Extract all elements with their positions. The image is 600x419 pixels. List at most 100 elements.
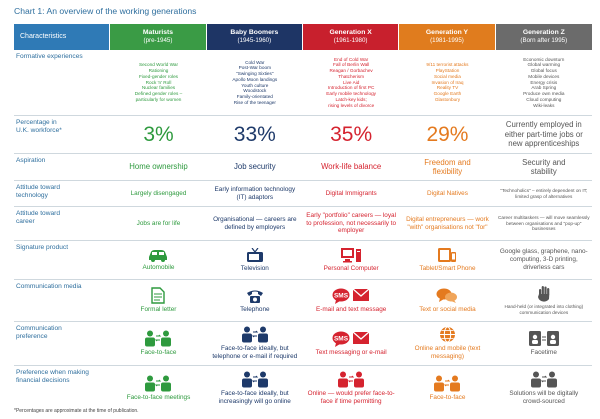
text-line: particularly for women [135,96,182,102]
text-line: Preference when making [16,369,89,376]
media-generation-z-label: Hand-held (or integrated into clothing) … [504,304,584,315]
row-signature-product: Signature product Automobile Television … [14,241,592,280]
label-career: Attitude toward career [14,207,110,240]
header-generation-y: Generation Y (1981-1995) [399,24,496,50]
text-line: Percentage in [16,119,57,126]
people-icon [241,326,268,343]
comm-pref-baby-boomers: Face-to-face ideally, but telephone or e… [207,322,303,365]
comm-pref-generation-x: SMS Text messaging or e-mail [303,322,399,365]
header-generation-z: Generation Z (Born after 1995) [495,24,592,50]
financial-generation-x-label: Online — would prefer face-to-face if ti… [307,390,395,405]
text-line: Google Earth [433,91,462,97]
facetime-icon [528,331,559,347]
financial-generation-z: Solutions will be digitally crowd-source… [496,366,592,411]
aspiration-generation-z: Security and stability [522,157,566,176]
row-communication-preference: Communication preference Face-to-face Fac… [14,322,592,366]
text-line: Youth culture [241,82,269,88]
people-icon [434,375,461,392]
technology-maturists: Largely disengaged [130,189,187,197]
product-generation-z: Google glass, graphene, nano-computing, … [499,248,588,271]
text-line: Apollo Moon landings [232,76,278,82]
text-line: Early mobile technology [326,91,377,97]
table-header: Characteristics Maturists (pre-1945) Baby… [14,24,592,50]
people-icon [338,371,365,388]
label-financial-decisions: Preference when making financial decision… [14,366,110,411]
media-maturists-label: Formal letter [140,306,177,314]
text-line: Social media [434,73,461,79]
comm-pref-maturists: Face-to-face [110,322,206,365]
label-percentage: Percentage in U.K. workforce* [14,116,110,153]
text-line: Glastonbury [434,96,461,102]
generations-table: Characteristics Maturists (pre-1945) Baby… [14,24,592,411]
text-line: Nuclear families [141,85,176,91]
footnote: *Percentages are approximate at the time… [14,408,139,414]
comm-pref-generation-x-label: Text messaging or e-mail [315,349,387,357]
text-line: Reality TV [436,85,459,91]
text-line: Cold War [245,59,265,65]
label-communication-media: Communication media [16,283,82,290]
header-generation-x: Generation X (1961-1980) [302,24,400,50]
chat-icon [436,288,458,304]
text-line: PlayStation [435,68,460,74]
text-line: Global focus [530,68,557,74]
media-generation-y: Text or social media [399,280,495,321]
row-formative-experiences: Formative experiences Second World War Ra… [14,50,592,116]
percentage-generation-y: 29% [426,122,469,146]
formative-generation-x: End of Cold War Fall of Berlin Wall Reagan… [303,50,399,115]
svg-text:SMS: SMS [334,293,349,300]
text-line: 9/11 terrorist attacks [426,62,469,68]
comm-pref-baby-boomers-label: Face-to-face ideally, but telephone or e… [212,345,298,360]
text-line: Fixed-gender roles [138,73,179,79]
comm-pref-generation-y: Online and mobile (text messaging) [399,322,495,365]
career-generation-x: Early "portfolio" careers — loyal to pro… [306,211,397,235]
product-maturists-label: Automobile [142,264,175,272]
financial-generation-z-label: Solutions will be digitally crowd-source… [509,390,579,405]
row-financial-decisions: Preference when making financial decision… [14,366,592,411]
product-baby-boomers-label: Television [240,264,269,272]
financial-generation-y-label: Face-to-face [429,394,466,402]
percentage-generation-x: 35% [330,122,373,146]
letter-icon [151,287,166,304]
financial-maturists: Face-to-face meetings [110,366,206,411]
product-generation-y: Tablet/Smart Phone [399,241,495,279]
formative-maturists: Second World War Rationing Fixed-gender ro… [110,50,206,115]
formative-generation-y: 9/11 terrorist attacks PlayStation Social … [399,50,495,115]
product-maturists: Automobile [110,241,206,279]
aspiration-baby-boomers: Job security [234,162,276,172]
comm-pref-generation-z: Facetime [496,322,592,365]
text-line: Attitude toward [16,184,60,191]
percentage-baby-boomers: 33% [233,122,276,146]
text-line: career [16,218,35,226]
text-line: Cloud computing [526,96,562,102]
aspiration-maturists: Home ownership [129,162,188,172]
media-generation-x-label: E-mail and text message [315,306,387,314]
label-signature-product: Signature product [16,244,69,251]
label-formative-experiences: Formative experiences [16,53,83,60]
technology-generation-z: "Technoholics" – entirely dependent on I… [500,187,588,199]
career-generation-z: Career multitaskers — will move seamless… [497,214,590,232]
globe-icon [439,326,455,343]
media-maturists: Formal letter [110,280,206,321]
text-line: financial decisions [16,377,70,385]
text-line: Communication [16,325,62,332]
text-line: Thatcherism [338,73,365,79]
people-icon [241,371,268,388]
comm-pref-generation-y-label: Online and mobile (text messaging) [414,345,481,360]
text-line: Invasion of Iraq [431,79,464,85]
text-line: Attitude toward [16,210,60,217]
car-icon [149,250,168,263]
media-generation-y-label: Text or social media [419,306,476,314]
text-line: Mobile devices [528,73,560,79]
row-technology: Attitude toward technology Largely diseng… [14,181,592,207]
product-generation-x-label: Personal Computer [323,265,379,273]
label-technology: Attitude toward technology [14,181,110,206]
text-line: Rationing [148,68,169,74]
hand-icon [537,286,550,302]
media-generation-z: Hand-held (or integrated into clothing) … [496,280,592,321]
formative-generation-z: Economic downturn Global warming Global fo… [496,50,592,115]
text-line: Wiki-leaks [533,102,555,108]
text-line: Arab Spring [531,85,557,91]
financial-baby-boomers-label: Face-to-face ideally, but increasingly w… [218,390,291,405]
row-percentage: Percentage in U.K. workforce* 3% 33% 35% … [14,116,592,154]
text-line: Fall of Berlin Wall [333,62,370,68]
